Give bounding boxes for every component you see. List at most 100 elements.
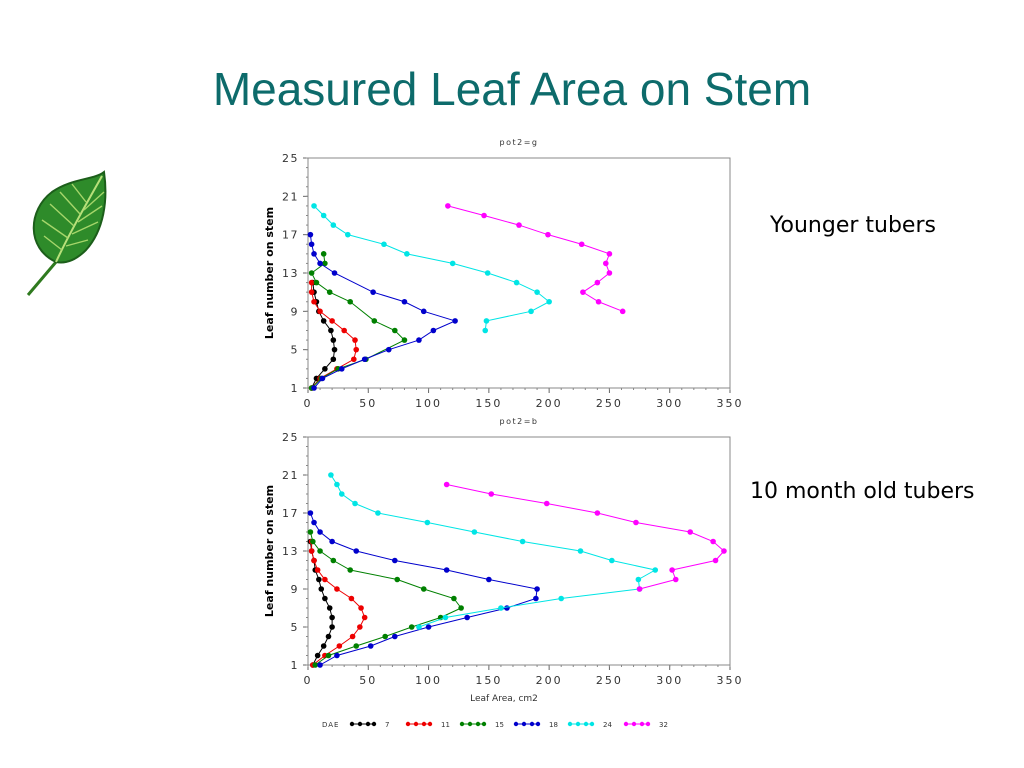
- series-32: [445, 203, 626, 315]
- younger-tubers-label: Younger tubers: [770, 213, 936, 238]
- x-tick-label: 100: [415, 397, 442, 410]
- data-point: [533, 595, 539, 602]
- data-point: [558, 595, 564, 602]
- data-point: [443, 567, 450, 573]
- data-point: [353, 643, 360, 649]
- legend-marker: [475, 721, 481, 727]
- plot-frame: [307, 436, 731, 666]
- data-point: [358, 605, 364, 611]
- y-axis-label: Leaf number on stem: [263, 485, 276, 617]
- data-point: [317, 308, 323, 315]
- data-point: [308, 289, 315, 295]
- legend-entry-32: 32: [623, 721, 668, 729]
- series-line: [313, 205, 551, 331]
- data-point: [328, 327, 334, 334]
- data-point: [329, 624, 335, 630]
- data-point: [458, 605, 464, 611]
- data-point: [619, 308, 626, 315]
- data-point: [308, 241, 315, 248]
- data-point: [635, 576, 642, 583]
- legend-marker: [405, 721, 411, 727]
- data-point: [451, 595, 457, 602]
- data-point: [334, 481, 340, 488]
- data-point: [578, 241, 585, 248]
- data-point: [308, 270, 315, 276]
- data-point: [633, 519, 639, 526]
- data-point: [482, 327, 489, 334]
- data-point: [609, 557, 615, 564]
- data-point: [721, 548, 727, 554]
- data-point: [317, 529, 323, 535]
- data-point: [371, 318, 378, 324]
- data-point: [320, 318, 327, 324]
- data-point: [401, 337, 408, 343]
- data-point: [347, 298, 354, 305]
- legend-label: 18: [549, 721, 558, 729]
- data-point: [430, 327, 437, 334]
- x-tick-label: 200: [536, 397, 563, 410]
- data-point: [516, 222, 522, 228]
- x-tick-label: 50: [359, 397, 377, 410]
- data-point: [311, 519, 317, 526]
- y-tick-label: 13: [282, 545, 299, 558]
- data-point: [606, 251, 613, 257]
- y-tick-label: 25: [282, 152, 299, 165]
- x-tick-label: 150: [475, 674, 502, 687]
- data-point: [442, 614, 449, 621]
- data-point: [317, 260, 323, 267]
- data-point: [577, 548, 584, 554]
- legend-label: 11: [441, 721, 450, 729]
- data-point: [528, 308, 534, 315]
- data-point: [416, 624, 422, 630]
- legend-marker: [589, 721, 595, 727]
- y-tick-label: 5: [291, 344, 300, 357]
- series-line: [446, 484, 725, 590]
- data-point: [381, 241, 387, 248]
- legend: DAE 7 11 15 18 24 32: [322, 721, 668, 729]
- data-point: [334, 586, 340, 592]
- y-tick-label: 1: [291, 659, 300, 672]
- legend-label: 7: [385, 721, 389, 729]
- x-tick-label: 50: [359, 674, 377, 687]
- legend-marker: [623, 721, 629, 727]
- data-point: [322, 366, 328, 372]
- legend-marker: [467, 721, 473, 727]
- legend-marker: [631, 721, 637, 727]
- data-point: [311, 251, 317, 257]
- ten-month-tubers-label: 10 month old tubers: [750, 479, 975, 504]
- data-point: [603, 260, 609, 267]
- legend-marker: [529, 721, 535, 727]
- x-tick-label: 350: [717, 674, 744, 687]
- legend-marker: [459, 721, 465, 727]
- series-15: [307, 529, 464, 668]
- legend-entry-18: 18: [513, 721, 558, 729]
- data-point: [483, 318, 490, 324]
- legend-marker: [357, 721, 363, 727]
- data-point: [325, 633, 332, 640]
- data-point: [319, 375, 326, 382]
- data-point: [504, 605, 510, 611]
- data-point: [312, 662, 319, 668]
- data-point: [314, 652, 321, 659]
- data-point: [325, 652, 332, 659]
- data-point: [606, 270, 613, 276]
- y-tick-label: 5: [291, 621, 300, 634]
- legend-marker: [535, 721, 541, 727]
- data-point: [322, 576, 328, 583]
- data-point: [338, 491, 345, 497]
- data-point: [449, 260, 456, 267]
- series-11: [308, 279, 360, 391]
- legend-marker: [365, 721, 371, 727]
- chart-title: pot2=b: [500, 417, 539, 426]
- chart-title: pot2=g: [500, 138, 539, 147]
- data-point: [322, 595, 328, 602]
- data-point: [498, 605, 504, 611]
- legend-marker: [567, 721, 573, 727]
- data-point: [329, 614, 335, 621]
- series-18: [307, 231, 458, 391]
- data-point: [712, 557, 719, 564]
- data-point: [322, 260, 328, 267]
- x-axis-label: Leaf Area, cm2: [470, 694, 538, 704]
